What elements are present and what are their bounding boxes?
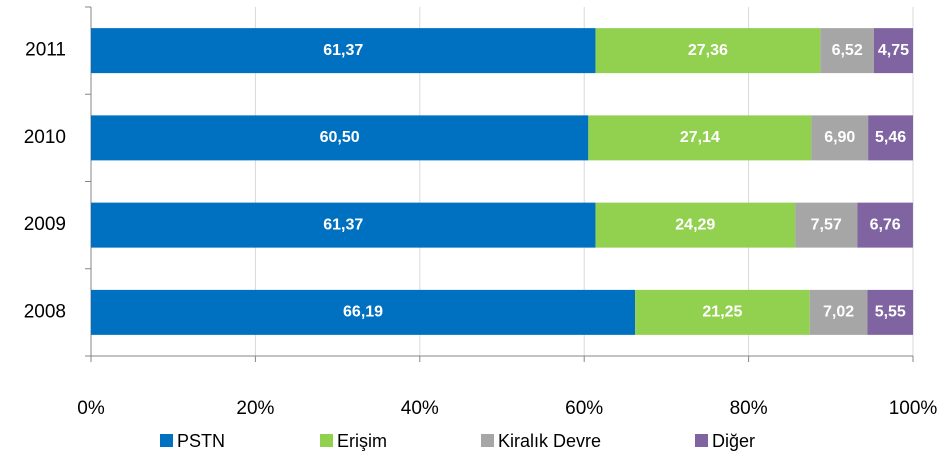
x-tick-label: 0%: [77, 398, 105, 419]
data-label: 7,57: [811, 216, 842, 233]
bar-segment: [867, 289, 914, 335]
legend-swatch: [160, 434, 173, 447]
data-label: 7,02: [823, 304, 854, 321]
y-tick-label: 2009: [24, 214, 66, 235]
bar-segment: [873, 28, 913, 74]
y-tick-label: 2010: [24, 127, 66, 148]
data-label: 6,90: [824, 129, 855, 146]
x-tick-label: 20%: [236, 398, 274, 419]
data-label: 4,75: [878, 42, 909, 59]
data-label: 27,14: [680, 129, 720, 146]
data-label: 66,19: [343, 304, 383, 321]
bar-segment: [795, 202, 858, 248]
data-label: 60,50: [320, 129, 360, 146]
legend-swatch: [320, 434, 333, 447]
data-label: 61,37: [323, 216, 363, 233]
bar-segment: [595, 28, 821, 74]
legend-swatch: [481, 434, 494, 447]
legend-label: Diğer: [712, 431, 755, 451]
bar-segment: [91, 28, 596, 74]
bar-segment: [635, 289, 810, 335]
data-label: 6,76: [870, 216, 901, 233]
y-tick-label: 2011: [25, 40, 66, 61]
x-tick-label: 60%: [565, 398, 603, 419]
legend-swatch: [695, 434, 708, 447]
bar-segment: [809, 289, 868, 335]
x-tick-label: 80%: [730, 398, 768, 419]
bar-segment: [588, 115, 812, 161]
x-tick-label: 100%: [889, 398, 938, 419]
bar-segment: [811, 115, 869, 161]
y-tick-label: 2008: [24, 301, 66, 322]
bar-segment: [91, 115, 589, 161]
bar-segment: [91, 289, 636, 335]
data-label: 5,55: [875, 304, 906, 321]
data-label: 5,46: [875, 129, 906, 146]
bar-segment: [91, 202, 596, 248]
bar-segment: [595, 202, 796, 248]
data-label: 24,29: [675, 216, 715, 233]
data-label: 27,36: [688, 42, 728, 59]
data-label: 6,52: [832, 42, 863, 59]
bar-segment: [820, 28, 874, 74]
legend-label: PSTN: [177, 431, 225, 451]
bar-segment: [868, 115, 913, 161]
legend-label: Erişim: [337, 431, 387, 451]
data-label: 61,37: [323, 42, 363, 59]
legend-label: Kiralık Devre: [498, 431, 601, 451]
data-label: 21,25: [702, 304, 742, 321]
x-tick-label: 40%: [401, 398, 439, 419]
bar-segment: [857, 202, 913, 248]
